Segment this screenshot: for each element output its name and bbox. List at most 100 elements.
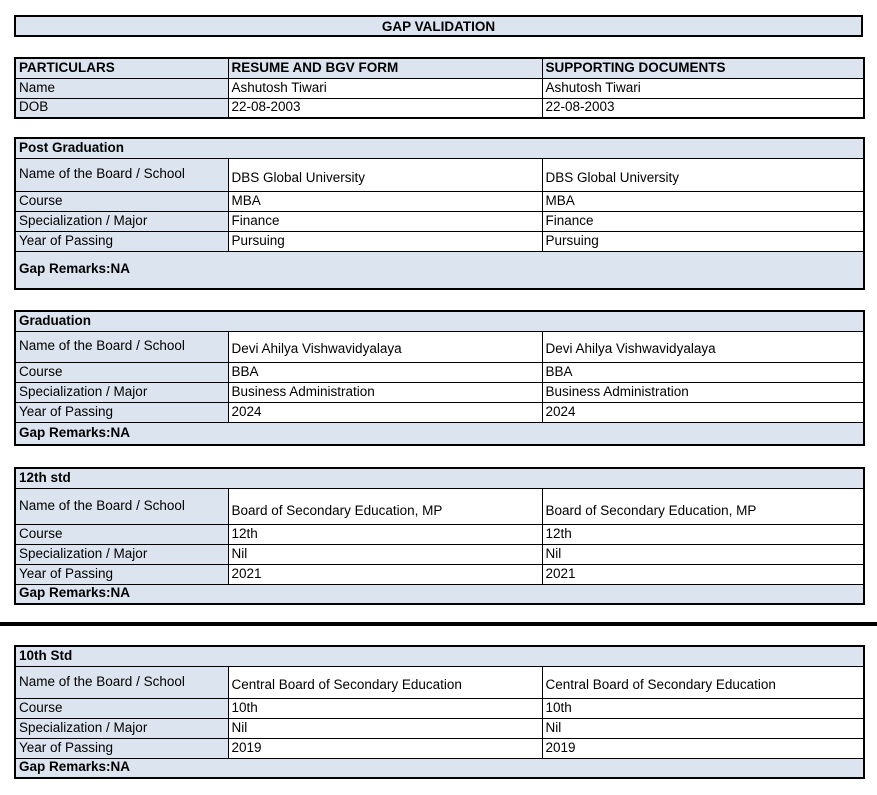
row-label-year: Year of Passing [14, 563, 229, 585]
cell-board-resume: Central Board of Secondary Education [227, 665, 543, 699]
cell-dob-label: DOB [14, 97, 229, 119]
section-header-row: 10th Std [14, 645, 865, 667]
cell-specialization-supporting: Finance [541, 210, 865, 232]
table-row-board: Name of the Board / School Central Board… [14, 665, 865, 699]
cell-name-resume: Ashutosh Tiwari [227, 77, 543, 99]
gap-remarks: Gap Remarks:NA [14, 757, 865, 779]
column-header-supporting-documents: SUPPORTING DOCUMENTS [541, 57, 865, 79]
cell-board-resume: DBS Global University [227, 157, 543, 192]
cell-board-supporting: Board of Secondary Education, MP [541, 487, 865, 525]
table-row-dob: DOB 22-08-2003 22-08-2003 [14, 97, 865, 119]
table-row-specialization: Specialization / Major Finance Finance [14, 210, 865, 232]
table-row-board: Name of the Board / School Board of Seco… [14, 487, 865, 525]
row-label-course: Course [14, 523, 229, 545]
cell-course-supporting: MBA [541, 190, 865, 212]
table-row-specialization: Specialization / Major Nil Nil [14, 543, 865, 565]
page-title: GAP VALIDATION [14, 15, 863, 37]
cell-specialization-resume: Business Administration [227, 381, 543, 403]
section-table-12th-std: 12th std Name of the Board / School Boar… [14, 467, 865, 605]
table-row-year: Year of Passing 2021 2021 [14, 563, 865, 585]
cell-dob-resume: 22-08-2003 [227, 97, 543, 119]
cell-course-resume: 12th [227, 523, 543, 545]
column-header-particulars: PARTICULARS [14, 57, 229, 79]
cell-specialization-supporting: Nil [541, 717, 865, 739]
row-label-specialization: Specialization / Major [14, 543, 229, 565]
cell-specialization-resume: Nil [227, 717, 543, 739]
section-title: 12th std [14, 467, 865, 489]
page-break-bar [0, 622, 877, 626]
identity-header-row: PARTICULARS RESUME AND BGV FORM SUPPORTI… [14, 57, 865, 79]
gap-remarks-row: Gap Remarks:NA [14, 583, 865, 605]
row-label-board: Name of the Board / School [14, 487, 229, 525]
table-row-course: Course 12th 12th [14, 523, 865, 545]
section-title: Post Graduation [14, 137, 865, 159]
table-row-board: Name of the Board / School Devi Ahilya V… [14, 330, 865, 363]
section-table-graduation: Graduation Name of the Board / School De… [14, 310, 865, 446]
table-row-course: Course 10th 10th [14, 697, 865, 719]
table-row-year: Year of Passing Pursuing Pursuing [14, 230, 865, 252]
cell-year-supporting: 2024 [541, 401, 865, 423]
cell-course-resume: 10th [227, 697, 543, 719]
column-header-resume-bgv: RESUME AND BGV FORM [227, 57, 543, 79]
row-label-course: Course [14, 190, 229, 212]
table-row-course: Course BBA BBA [14, 361, 865, 383]
cell-year-resume: 2021 [227, 563, 543, 585]
cell-year-resume: 2024 [227, 401, 543, 423]
cell-year-supporting: Pursuing [541, 230, 865, 252]
section-header-row: Post Graduation [14, 137, 865, 159]
section-header-row: Graduation [14, 310, 865, 332]
gap-remarks-row: Gap Remarks:NA [14, 250, 865, 290]
table-row-board: Name of the Board / School DBS Global Un… [14, 157, 865, 192]
gap-remarks-row: Gap Remarks:NA [14, 421, 865, 446]
section-title: Graduation [14, 310, 865, 332]
cell-course-supporting: 12th [541, 523, 865, 545]
cell-board-supporting: DBS Global University [541, 157, 865, 192]
row-label-course: Course [14, 697, 229, 719]
table-row-year: Year of Passing 2024 2024 [14, 401, 865, 423]
cell-board-resume: Board of Secondary Education, MP [227, 487, 543, 525]
row-label-year: Year of Passing [14, 737, 229, 759]
gap-remarks: Gap Remarks:NA [14, 250, 865, 290]
row-label-course: Course [14, 361, 229, 383]
section-header-row: 12th std [14, 467, 865, 489]
gap-remarks: Gap Remarks:NA [14, 583, 865, 605]
section-title: 10th Std [14, 645, 865, 667]
cell-course-resume: MBA [227, 190, 543, 212]
section-table-10th-std: 10th Std Name of the Board / School Cent… [14, 645, 865, 779]
identity-table: PARTICULARS RESUME AND BGV FORM SUPPORTI… [14, 57, 865, 119]
cell-specialization-supporting: Nil [541, 543, 865, 565]
section-table-post-graduation: Post Graduation Name of the Board / Scho… [14, 137, 865, 290]
cell-board-supporting: Central Board of Secondary Education [541, 665, 865, 699]
table-row-name: Name Ashutosh Tiwari Ashutosh Tiwari [14, 77, 865, 99]
gap-remarks-row: Gap Remarks:NA [14, 757, 865, 779]
cell-specialization-resume: Nil [227, 543, 543, 565]
table-row-year: Year of Passing 2019 2019 [14, 737, 865, 759]
row-label-year: Year of Passing [14, 230, 229, 252]
cell-name-label: Name [14, 77, 229, 99]
cell-name-supporting: Ashutosh Tiwari [541, 77, 865, 99]
cell-dob-supporting: 22-08-2003 [541, 97, 865, 119]
cell-year-supporting: 2019 [541, 737, 865, 759]
cell-course-supporting: 10th [541, 697, 865, 719]
row-label-specialization: Specialization / Major [14, 717, 229, 739]
row-label-year: Year of Passing [14, 401, 229, 423]
cell-year-resume: Pursuing [227, 230, 543, 252]
cell-course-supporting: BBA [541, 361, 865, 383]
cell-board-supporting: Devi Ahilya Vishwavidyalaya [541, 330, 865, 363]
cell-year-resume: 2019 [227, 737, 543, 759]
row-label-board: Name of the Board / School [14, 665, 229, 699]
row-label-board: Name of the Board / School [14, 330, 229, 363]
row-label-specialization: Specialization / Major [14, 210, 229, 232]
table-row-course: Course MBA MBA [14, 190, 865, 212]
table-row-specialization: Specialization / Major Nil Nil [14, 717, 865, 739]
cell-specialization-resume: Finance [227, 210, 543, 232]
cell-specialization-supporting: Business Administration [541, 381, 865, 403]
gap-remarks: Gap Remarks:NA [14, 421, 865, 446]
cell-year-supporting: 2021 [541, 563, 865, 585]
row-label-specialization: Specialization / Major [14, 381, 229, 403]
table-row-specialization: Specialization / Major Business Administ… [14, 381, 865, 403]
cell-board-resume: Devi Ahilya Vishwavidyalaya [227, 330, 543, 363]
cell-course-resume: BBA [227, 361, 543, 383]
row-label-board: Name of the Board / School [14, 157, 229, 192]
